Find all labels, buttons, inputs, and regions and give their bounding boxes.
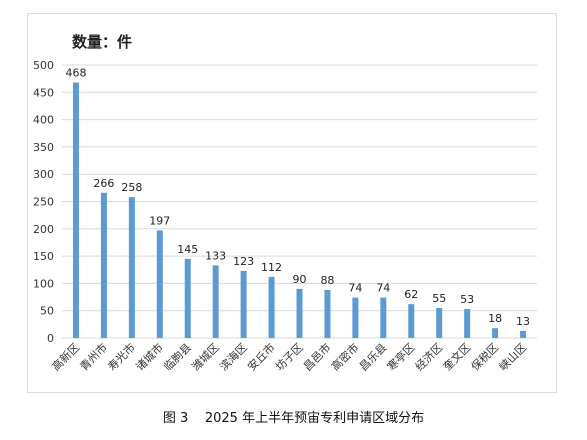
x-tick-label: 保税区 (468, 340, 501, 373)
x-tick-label: 峡山区 (496, 340, 529, 373)
bar (464, 309, 471, 338)
data-label: 90 (293, 273, 307, 286)
y-axis-unit-label: 数量：件 (72, 33, 133, 51)
x-tick-label: 昌乐县 (357, 341, 390, 374)
x-tick-label: 坊子区 (272, 340, 305, 373)
figure-caption: 图 3 2025 年上半年预宙专利申请区域分布 (162, 411, 425, 426)
bar (520, 330, 527, 338)
data-label: 145 (177, 243, 198, 256)
data-label: 468 (65, 66, 86, 79)
x-tick-label: 经济区 (412, 340, 445, 373)
bar (352, 297, 359, 338)
gridlines (62, 64, 537, 339)
bar (212, 265, 219, 338)
data-label: 197 (149, 214, 170, 227)
bar (380, 297, 387, 338)
x-axis-ticks: 高新区青州市寿光市诸城市临朐县潍城区滨海区安丘市坊子区昌邑市高密市昌乐县寒亭区经… (49, 340, 529, 373)
bar (296, 288, 303, 338)
y-tick-label: 0 (47, 332, 54, 345)
bar (184, 258, 191, 338)
x-tick-label: 奎文区 (440, 340, 473, 373)
bar (128, 197, 135, 338)
y-tick-label: 400 (33, 114, 54, 127)
bar (324, 289, 331, 338)
bar (240, 270, 247, 338)
x-tick-label: 临朐县 (161, 340, 194, 373)
data-labels: 468 266 258 197 145 133 123 112 90 88 74 74 62 55 53 18… (65, 66, 530, 327)
data-label: 53 (460, 293, 474, 306)
data-label: 88 (320, 274, 334, 287)
x-tick-label: 安丘市 (244, 340, 277, 373)
y-axis-ticks: 0 50 100 150 200 250 300 350 400 450 500 (33, 59, 54, 345)
bar (408, 304, 415, 338)
data-label: 123 (233, 255, 254, 268)
y-tick-label: 100 (33, 277, 54, 290)
x-tick-label: 潍城区 (189, 341, 222, 374)
x-tick-label: 寒亭区 (384, 340, 417, 373)
data-label: 13 (516, 315, 530, 328)
bars (72, 82, 527, 338)
bar (156, 230, 163, 338)
data-label: 55 (432, 292, 446, 305)
y-tick-label: 500 (33, 59, 54, 72)
y-tick-label: 150 (33, 250, 54, 263)
bar (436, 307, 443, 338)
x-tick-label: 高新区 (49, 340, 82, 373)
y-tick-label: 250 (33, 196, 54, 209)
bar (100, 192, 107, 338)
data-label: 62 (404, 288, 418, 301)
x-tick-label: 滨海区 (217, 340, 250, 373)
data-label: 258 (121, 181, 142, 194)
data-label: 74 (348, 282, 362, 295)
data-label: 133 (205, 249, 226, 262)
x-tick-label: 高密市 (328, 340, 361, 373)
bar (492, 328, 499, 338)
x-tick-label: 昌邑市 (300, 340, 333, 373)
data-label: 18 (488, 312, 502, 325)
x-tick-label: 诸城市 (133, 340, 166, 373)
bar (72, 82, 79, 338)
y-tick-label: 450 (33, 86, 54, 99)
data-label: 112 (261, 261, 282, 274)
data-label: 74 (376, 282, 390, 295)
x-tick-label: 寿光市 (105, 340, 138, 373)
data-label: 266 (93, 177, 114, 190)
x-tick-label: 青州市 (77, 340, 110, 373)
y-tick-label: 50 (40, 305, 54, 318)
y-tick-label: 350 (33, 141, 54, 154)
y-tick-label: 200 (33, 223, 54, 236)
y-tick-label: 300 (33, 168, 54, 181)
bar (268, 276, 275, 338)
